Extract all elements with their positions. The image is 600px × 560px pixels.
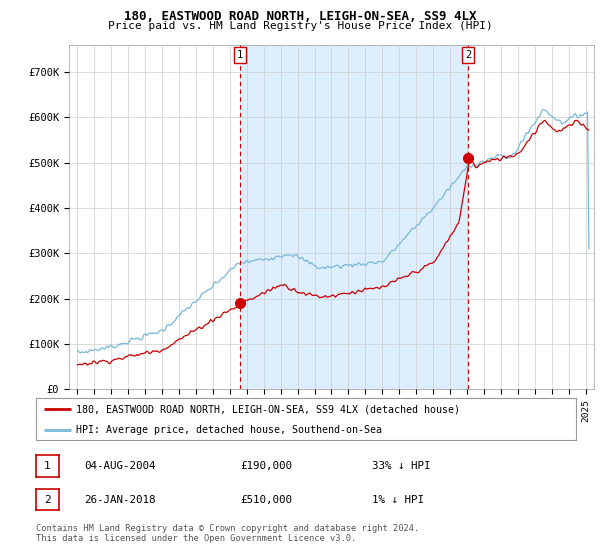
Text: Contains HM Land Registry data © Crown copyright and database right 2024.
This d: Contains HM Land Registry data © Crown c…	[36, 524, 419, 543]
Text: Price paid vs. HM Land Registry's House Price Index (HPI): Price paid vs. HM Land Registry's House …	[107, 21, 493, 31]
Text: 2: 2	[44, 494, 51, 505]
Text: 180, EASTWOOD ROAD NORTH, LEIGH-ON-SEA, SS9 4LX: 180, EASTWOOD ROAD NORTH, LEIGH-ON-SEA, …	[124, 10, 476, 23]
Text: 26-JAN-2018: 26-JAN-2018	[84, 494, 155, 505]
Text: 1: 1	[237, 50, 243, 60]
Text: HPI: Average price, detached house, Southend-on-Sea: HPI: Average price, detached house, Sout…	[77, 426, 383, 435]
Text: 1: 1	[44, 461, 51, 471]
Text: 33% ↓ HPI: 33% ↓ HPI	[372, 461, 431, 471]
Text: 1% ↓ HPI: 1% ↓ HPI	[372, 494, 424, 505]
Text: £190,000: £190,000	[240, 461, 292, 471]
Bar	[240, 45, 468, 389]
Text: 04-AUG-2004: 04-AUG-2004	[84, 461, 155, 471]
Text: 180, EASTWOOD ROAD NORTH, LEIGH-ON-SEA, SS9 4LX (detached house): 180, EASTWOOD ROAD NORTH, LEIGH-ON-SEA, …	[77, 404, 461, 414]
Text: 2: 2	[465, 50, 471, 60]
Text: £510,000: £510,000	[240, 494, 292, 505]
